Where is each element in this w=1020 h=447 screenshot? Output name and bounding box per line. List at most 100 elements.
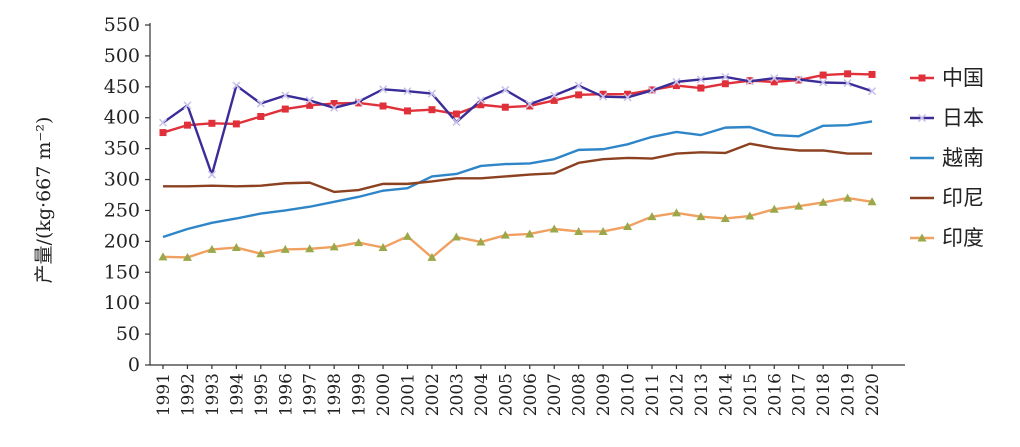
data-point (257, 112, 265, 120)
data-point (159, 129, 167, 137)
data-point-stroke (232, 81, 241, 90)
series-4 (158, 193, 877, 261)
data-point-stroke (452, 117, 461, 127)
data-point (183, 101, 192, 110)
data-point-stroke (183, 101, 192, 110)
y-tick-label: 100 (104, 292, 140, 314)
x-tick-label: 1999 (350, 373, 370, 416)
data-point-stroke (427, 89, 437, 98)
data-point-stroke (256, 99, 265, 108)
data-point (256, 249, 266, 258)
data-point-stroke (819, 78, 828, 87)
data-point (329, 242, 339, 251)
data-point (818, 197, 828, 206)
data-point (231, 243, 241, 252)
x-tick-label: 2014 (716, 373, 736, 416)
x-tick-label: 2000 (374, 373, 394, 416)
data-point-stroke (843, 79, 852, 88)
data-point (476, 237, 486, 246)
data-point (721, 80, 729, 88)
data-point (452, 110, 460, 118)
y-tick-label: 300 (104, 169, 140, 191)
data-point (207, 244, 217, 253)
legend-label: 印尼 (942, 186, 984, 210)
data-point (525, 100, 534, 109)
data-point-stroke (501, 85, 510, 94)
data-point (598, 226, 608, 235)
data-point (476, 96, 485, 105)
data-point (354, 97, 363, 106)
data-point (745, 211, 755, 220)
data-point (526, 102, 534, 110)
data-point (843, 193, 853, 202)
data-point (770, 74, 779, 83)
legend-label: 中国 (942, 66, 984, 90)
series-group (158, 70, 877, 261)
data-point (232, 81, 241, 90)
data-point (697, 84, 705, 92)
data-point-stroke (696, 75, 705, 84)
data-point (623, 222, 633, 231)
data-point-stroke (158, 118, 168, 127)
data-point (844, 70, 852, 78)
x-tick-label: 2005 (496, 373, 516, 416)
data-point-stroke (672, 77, 681, 86)
x-tick-label: 1996 (276, 373, 296, 416)
data-point (720, 213, 730, 222)
y-tick-label: 350 (104, 138, 140, 160)
data-point (599, 90, 607, 98)
data-point (501, 85, 510, 94)
data-point (843, 79, 852, 88)
data-point (330, 100, 338, 108)
data-point (623, 93, 632, 102)
data-point (647, 212, 657, 221)
x-tick-label: 2008 (570, 373, 590, 416)
data-point (819, 71, 827, 79)
data-point (574, 226, 584, 235)
data-point-stroke (354, 97, 363, 106)
data-point (599, 92, 608, 101)
x-tick-label: 1997 (301, 373, 321, 416)
data-point (403, 231, 412, 240)
x-tick-label: 2015 (741, 373, 761, 416)
x-tick-label: 2016 (765, 373, 785, 416)
x-tick-label: 2002 (423, 373, 443, 416)
data-point (794, 201, 804, 210)
data-point (647, 86, 657, 95)
x-tick-label: 2009 (594, 373, 614, 416)
data-point-stroke (305, 96, 314, 105)
legend-item-2: 越南 (910, 146, 984, 170)
data-point (403, 87, 412, 96)
data-point (183, 121, 191, 129)
data-point (207, 170, 216, 179)
x-tick-label: 2012 (667, 373, 687, 416)
data-point (745, 77, 754, 86)
y-tick-label: 550 (104, 14, 140, 36)
series-line (162, 196, 873, 259)
series-3 (163, 142, 873, 194)
data-point (208, 119, 216, 127)
legend-item-3: 印尼 (910, 186, 984, 210)
data-point (378, 243, 388, 252)
data-point (868, 70, 876, 78)
x-tick-label: 2006 (521, 373, 541, 416)
data-point (379, 102, 387, 110)
legend-item-0: 中国 (910, 66, 984, 90)
data-point (280, 244, 290, 253)
x-tick-label: 2019 (839, 373, 859, 416)
y-tick-label: 150 (104, 261, 140, 283)
data-point (232, 120, 240, 128)
y-tick-label: 400 (104, 107, 140, 129)
data-point (917, 113, 927, 123)
data-point-stroke (207, 170, 216, 179)
data-point (672, 77, 681, 86)
data-point (574, 81, 583, 90)
series-line (163, 142, 873, 194)
x-tick-label: 2013 (692, 373, 712, 416)
data-point-stroke (378, 85, 388, 94)
series-line (162, 72, 873, 134)
data-point (525, 229, 535, 238)
